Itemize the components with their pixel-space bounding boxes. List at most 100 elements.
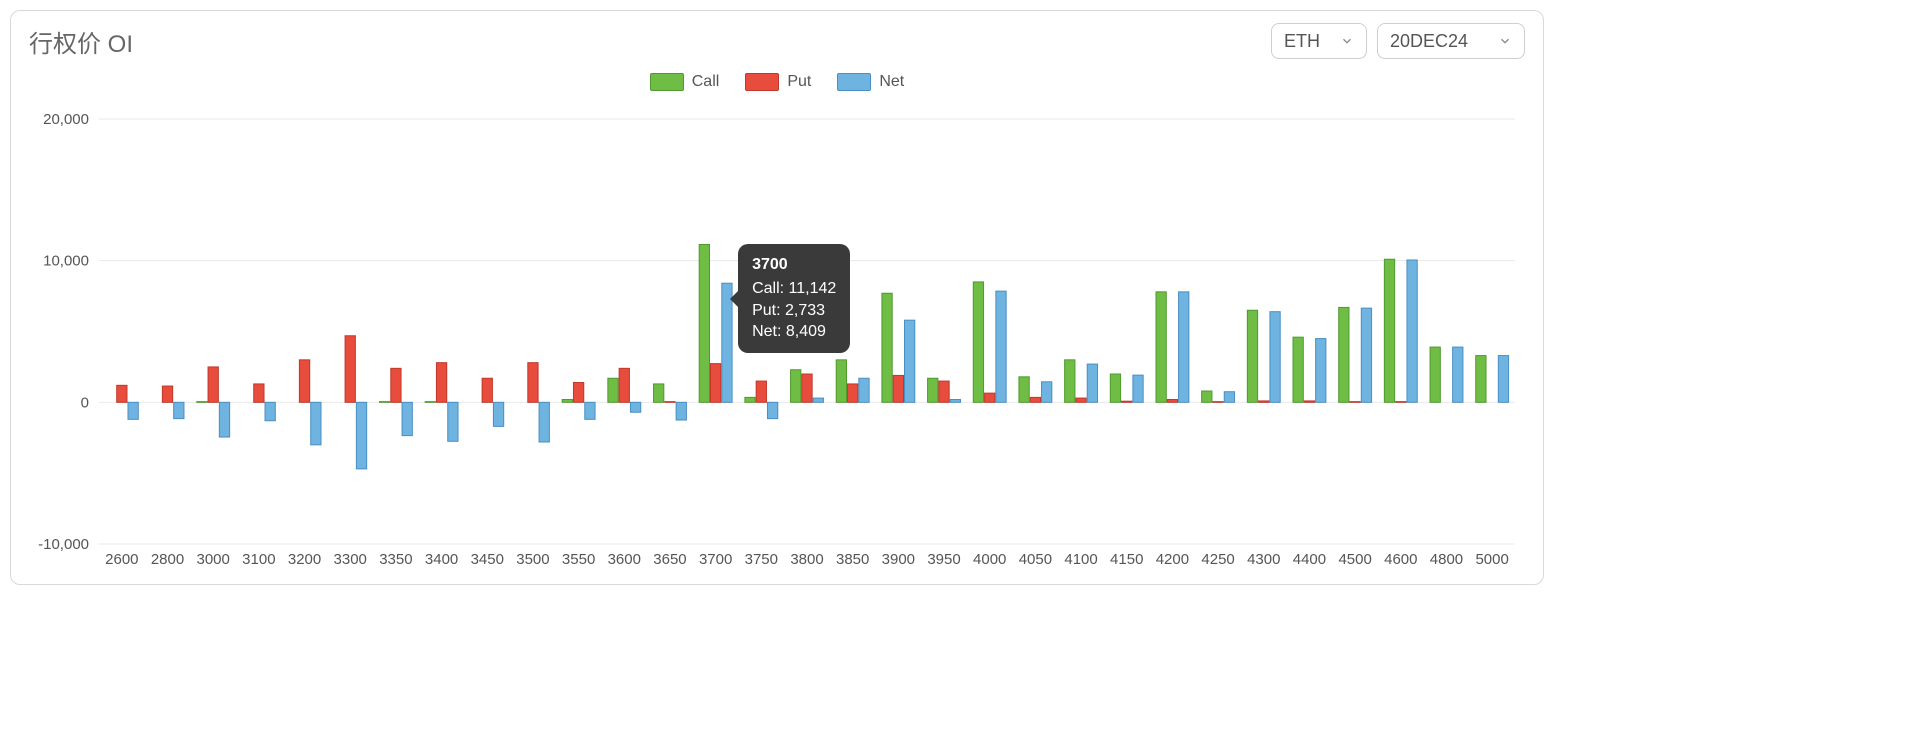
bar-net[interactable] xyxy=(859,378,869,402)
bar-net[interactable] xyxy=(905,320,915,402)
bar-put[interactable] xyxy=(1122,401,1132,402)
bar-call[interactable] xyxy=(608,378,618,402)
bar-net[interactable] xyxy=(539,402,549,442)
bar-call[interactable] xyxy=(425,402,435,403)
bar-put[interactable] xyxy=(939,381,949,402)
bar-put[interactable] xyxy=(208,367,218,402)
bar-call[interactable] xyxy=(1476,356,1486,403)
expiry-select[interactable]: 20DEC24 xyxy=(1377,23,1525,59)
bar-put[interactable] xyxy=(528,363,538,403)
bar-call[interactable] xyxy=(973,282,983,402)
bar-net[interactable] xyxy=(813,398,823,402)
bar-net[interactable] xyxy=(493,402,503,426)
bar-net[interactable] xyxy=(767,402,777,418)
bar-put[interactable] xyxy=(1167,400,1177,403)
bar-net[interactable] xyxy=(1224,392,1234,403)
asset-select[interactable]: ETH xyxy=(1271,23,1367,59)
bar-call[interactable] xyxy=(1339,307,1349,402)
bar-put[interactable] xyxy=(848,384,858,402)
bar-net[interactable] xyxy=(402,402,412,435)
bar-net[interactable] xyxy=(219,402,229,437)
bar-call[interactable] xyxy=(197,402,207,403)
bar-call[interactable] xyxy=(1384,259,1394,402)
bar-call[interactable] xyxy=(928,378,938,402)
bar-net[interactable] xyxy=(630,402,640,412)
bar-call[interactable] xyxy=(836,360,846,403)
bar-put[interactable] xyxy=(893,375,903,402)
svg-text:3000: 3000 xyxy=(197,551,230,568)
bar-call[interactable] xyxy=(699,244,709,402)
bar-call[interactable] xyxy=(1247,310,1257,402)
bar-put[interactable] xyxy=(1076,398,1086,402)
bar-net[interactable] xyxy=(1407,260,1417,402)
bar-put[interactable] xyxy=(802,374,812,402)
bar-net[interactable] xyxy=(311,402,321,445)
bar-put[interactable] xyxy=(117,385,127,402)
svg-text:3400: 3400 xyxy=(425,551,458,568)
bar-put[interactable] xyxy=(162,386,172,402)
bar-put[interactable] xyxy=(391,368,401,402)
bar-net[interactable] xyxy=(1316,339,1326,403)
bar-put[interactable] xyxy=(436,363,446,403)
bar-net[interactable] xyxy=(585,402,595,419)
bar-call[interactable] xyxy=(882,293,892,402)
bar-put[interactable] xyxy=(756,381,766,402)
bar-put[interactable] xyxy=(299,360,309,403)
bar-net[interactable] xyxy=(174,402,184,418)
bar-put[interactable] xyxy=(1350,402,1360,403)
legend-item-call[interactable]: Call xyxy=(650,73,720,91)
bar-put[interactable] xyxy=(665,402,675,403)
bar-call[interactable] xyxy=(791,370,801,403)
bar-net[interactable] xyxy=(676,402,686,420)
bar-net[interactable] xyxy=(1179,292,1189,403)
legend-swatch-net xyxy=(837,73,871,91)
bar-call[interactable] xyxy=(379,402,389,403)
bar-net[interactable] xyxy=(1453,347,1463,402)
bar-put[interactable] xyxy=(345,336,355,403)
bar-net[interactable] xyxy=(1270,312,1280,403)
bar-put[interactable] xyxy=(1030,397,1040,402)
svg-text:4500: 4500 xyxy=(1338,551,1371,568)
svg-text:3650: 3650 xyxy=(653,551,686,568)
bar-put[interactable] xyxy=(1396,402,1406,403)
bar-put[interactable] xyxy=(482,378,492,402)
bar-put[interactable] xyxy=(985,393,995,402)
bar-call[interactable] xyxy=(1019,377,1029,403)
bar-call[interactable] xyxy=(654,384,664,402)
bar-net[interactable] xyxy=(448,402,458,441)
bar-put[interactable] xyxy=(573,383,583,403)
legend-label: Put xyxy=(787,73,811,91)
bar-call[interactable] xyxy=(562,400,572,403)
chart-legend: Call Put Net xyxy=(11,73,1543,91)
legend-item-net[interactable]: Net xyxy=(837,73,904,91)
bar-net[interactable] xyxy=(265,402,275,420)
bar-call[interactable] xyxy=(745,397,755,402)
bar-net[interactable] xyxy=(996,291,1006,402)
bar-net[interactable] xyxy=(1087,364,1097,402)
bar-net[interactable] xyxy=(356,402,366,469)
card-title: 行权价 OI xyxy=(29,24,133,59)
svg-text:3750: 3750 xyxy=(745,551,778,568)
bar-call[interactable] xyxy=(1202,391,1212,402)
bar-net[interactable] xyxy=(722,283,732,402)
bar-put[interactable] xyxy=(1259,401,1269,402)
bar-put[interactable] xyxy=(711,364,721,403)
bar-net[interactable] xyxy=(1498,356,1508,403)
svg-text:3600: 3600 xyxy=(608,551,641,568)
svg-text:4250: 4250 xyxy=(1201,551,1234,568)
bar-net[interactable] xyxy=(1042,382,1052,403)
bar-put[interactable] xyxy=(619,368,629,402)
bar-put[interactable] xyxy=(1304,401,1314,402)
bar-call[interactable] xyxy=(1065,360,1075,403)
bar-put[interactable] xyxy=(1213,402,1223,403)
bar-call[interactable] xyxy=(1430,347,1440,402)
bar-net[interactable] xyxy=(1361,308,1371,402)
bar-net[interactable] xyxy=(950,400,960,403)
bar-call[interactable] xyxy=(1293,337,1303,402)
bar-call[interactable] xyxy=(1156,292,1166,403)
bar-net[interactable] xyxy=(128,402,138,419)
bar-call[interactable] xyxy=(1110,374,1120,402)
bar-net[interactable] xyxy=(1133,375,1143,402)
bar-put[interactable] xyxy=(254,384,264,402)
legend-item-put[interactable]: Put xyxy=(745,73,811,91)
